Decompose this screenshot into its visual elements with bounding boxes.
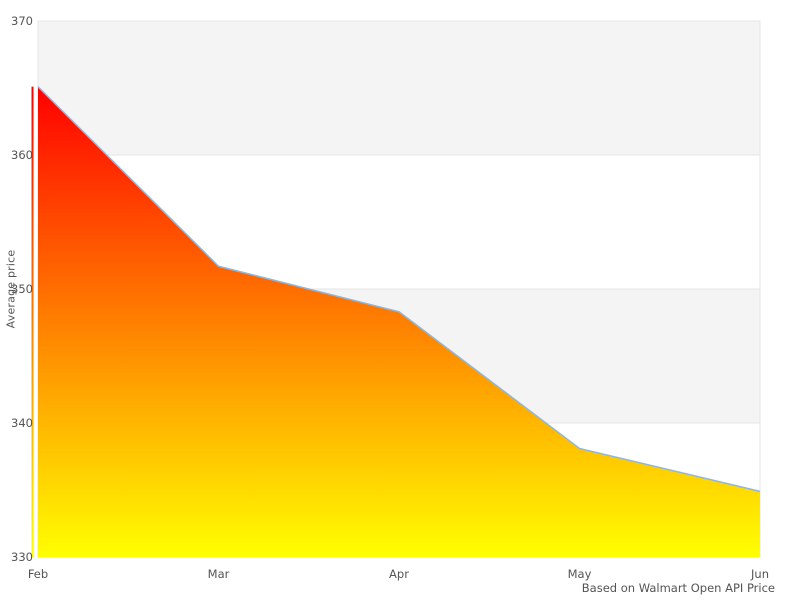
grid-band (38, 21, 760, 155)
price-line (37, 86, 761, 493)
y-axis-title: Average price (4, 249, 18, 329)
x-tick-label: Feb (28, 567, 48, 581)
y-tick-label: 360 (11, 148, 33, 162)
y-tick-label: 340 (11, 416, 33, 430)
x-tick-label: Jun (750, 567, 769, 581)
y-tick-label: 350 (11, 282, 33, 296)
x-tick-label: Mar (208, 567, 230, 581)
y-tick-label: 330 (11, 550, 33, 564)
area-series-fill (38, 86, 760, 557)
area-left-edge-strip (31, 86, 34, 557)
y-tick-label: 370 (11, 14, 33, 28)
chart-caption: Based on Walmart Open API Price (581, 581, 775, 595)
x-tick-label: Apr (389, 567, 409, 581)
x-tick-label: May (568, 567, 592, 581)
